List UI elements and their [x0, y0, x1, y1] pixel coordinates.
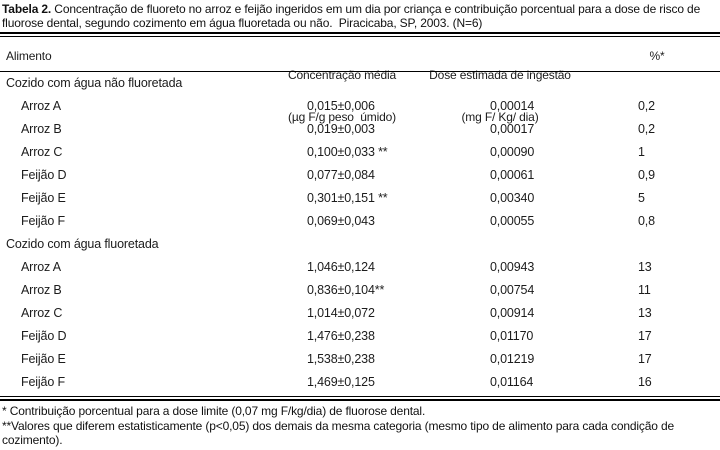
table-row: Arroz C 1,014±0,072 0,00914 13 — [0, 302, 720, 325]
table-row: Feijão E 1,538±0,238 0,01219 17 — [0, 348, 720, 371]
cell-dose: 0,00914 — [490, 306, 535, 320]
cell-dose: 0,00017 — [490, 122, 535, 136]
header-rule — [0, 71, 720, 72]
table-header-row: Alimento Concentração média (µg F/g peso… — [0, 39, 720, 124]
column-header-percent: %* — [649, 49, 665, 63]
table-row: Feijão E 0,301±0,151 ** 0,00340 5 — [0, 187, 720, 210]
cell-percent: 13 — [638, 260, 652, 274]
cell-alimento: Feijão E — [21, 352, 66, 366]
section-label: Cozido com água fluoretada — [6, 237, 159, 251]
cell-percent: 13 — [638, 306, 652, 320]
cell-alimento: Arroz A — [21, 260, 61, 274]
cell-percent: 17 — [638, 329, 652, 343]
cell-alimento: Arroz C — [21, 306, 63, 320]
footnote-asterisk: * Contribuição porcentual para a dose li… — [2, 404, 426, 418]
table-row: Feijão D 1,476±0,238 0,01170 17 — [0, 325, 720, 348]
cell-dose: 0,00340 — [490, 191, 535, 205]
cell-concentracao: 0,069±0,043 — [307, 214, 375, 228]
cell-concentracao: 0,015±0,006 — [307, 99, 375, 113]
cell-percent: 0,9 — [638, 168, 655, 182]
table-caption-number: Tabela 2. — [2, 2, 52, 16]
cell-alimento: Feijão F — [21, 214, 65, 228]
table-row: Arroz B 0,836±0,104** 0,00754 11 — [0, 279, 720, 302]
table-rows: Cozido com água não fluoretada Arroz A 0,0… — [0, 72, 720, 394]
cell-dose: 0,00061 — [490, 168, 535, 182]
cell-percent: 5 — [638, 191, 645, 205]
bottom-double-rule — [0, 396, 720, 401]
cell-concentracao: 1,469±0,125 — [307, 375, 375, 389]
cell-concentracao: 0,836±0,104** — [307, 283, 385, 297]
table-caption-text: Concentração de fluoreto no arroz e feij… — [2, 2, 704, 30]
cell-alimento: Arroz C — [21, 145, 63, 159]
table-row: Arroz B 0,019±0,003 0,00017 0,2 — [0, 118, 720, 141]
column-header-concentracao-line2: (µg F/g peso úmido) — [288, 110, 396, 124]
cell-percent: 0,8 — [638, 214, 655, 228]
cell-concentracao: 1,014±0,072 — [307, 306, 375, 320]
cell-percent: 16 — [638, 375, 652, 389]
cell-concentracao: 1,538±0,238 — [307, 352, 375, 366]
column-header-dose-line2: (mg F/ Kg/ dia) — [461, 110, 539, 124]
cell-alimento: Arroz B — [21, 283, 62, 297]
cell-alimento: Arroz B — [21, 122, 62, 136]
cell-concentracao: 1,476±0,238 — [307, 329, 375, 343]
cell-dose: 0,01170 — [490, 329, 534, 343]
cell-percent: 17 — [638, 352, 652, 366]
section-row: Cozido com água não fluoretada — [0, 72, 720, 95]
cell-concentracao: 0,077±0,084 — [307, 168, 375, 182]
cell-dose: 0,01164 — [490, 375, 534, 389]
table-row: Arroz A 0,015±0,006 0,00014 0,2 — [0, 95, 720, 118]
table-caption: Tabela 2. Concentração de fluoreto no ar… — [2, 2, 718, 30]
footnote-double-asterisk: **Valores que diferem estatisticamente (… — [2, 418, 678, 448]
cell-concentracao: 0,100±0,033 ** — [307, 145, 388, 159]
table-row: Feijão D 0,077±0,084 0,00061 0,9 — [0, 164, 720, 187]
cell-dose: 0,00014 — [490, 99, 535, 113]
cell-alimento: Feijão F — [21, 375, 65, 389]
cell-dose: 0,00943 — [490, 260, 535, 274]
table-row: Feijão F 1,469±0,125 0,01164 16 — [0, 371, 720, 394]
cell-dose: 0,00055 — [490, 214, 535, 228]
cell-alimento: Feijão D — [21, 168, 67, 182]
section-label: Cozido com água não fluoretada — [6, 76, 183, 90]
section-row: Cozido com água fluoretada — [0, 233, 720, 256]
cell-alimento: Feijão E — [21, 191, 66, 205]
cell-percent: 11 — [638, 283, 651, 297]
cell-percent: 1 — [638, 145, 645, 159]
table-row: Arroz A 1,046±0,124 0,00943 13 — [0, 256, 720, 279]
cell-dose: 0,00754 — [490, 283, 535, 297]
cell-dose: 0,00090 — [490, 145, 535, 159]
cell-alimento: Arroz A — [21, 99, 61, 113]
column-header-alimento: Alimento — [6, 49, 52, 63]
cell-concentracao: 1,046±0,124 — [307, 260, 375, 274]
table-row: Feijão F 0,069±0,043 0,00055 0,8 — [0, 210, 720, 233]
cell-concentracao: 0,301±0,151 ** — [307, 191, 388, 205]
cell-percent: 0,2 — [638, 99, 655, 113]
footnotes: * Contribuição porcentual para a dose li… — [2, 404, 718, 448]
top-double-rule — [0, 32, 720, 37]
cell-dose: 0,01219 — [490, 352, 535, 366]
cell-percent: 0,2 — [638, 122, 655, 136]
cell-concentracao: 0,019±0,003 — [307, 122, 375, 136]
cell-alimento: Feijão D — [21, 329, 67, 343]
table-row: Arroz C 0,100±0,033 ** 0,00090 1 — [0, 141, 720, 164]
